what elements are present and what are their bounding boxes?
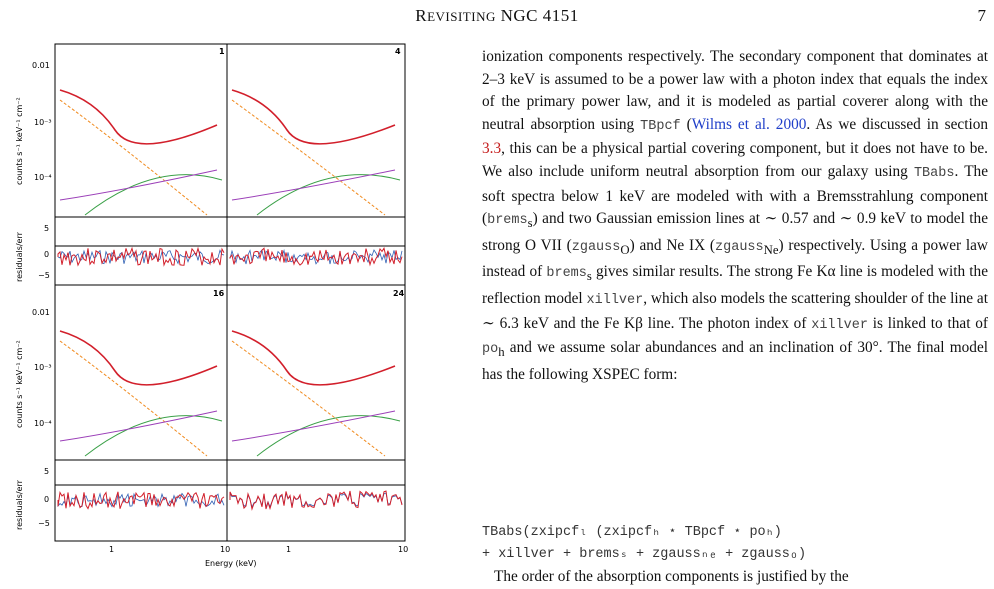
xtick-10-right: 10 [398, 545, 408, 554]
green-component [84, 415, 223, 457]
panel-4-spectrum [226, 43, 406, 247]
residuals [57, 246, 225, 267]
purple-component [231, 410, 396, 442]
rtick-bot-m5: −5 [38, 519, 50, 528]
data-spectrum [231, 330, 396, 386]
purple-component [59, 169, 218, 201]
panel-label-4: 4 [395, 47, 401, 56]
rtick-top-m5: −5 [38, 271, 50, 280]
ytick-top-1e3: 10⁻³ [34, 118, 52, 127]
ytick-bot-1e3: 10⁻³ [34, 363, 52, 372]
residuals [229, 247, 403, 267]
xtick-10-left: 10 [220, 545, 230, 554]
residual-band [229, 248, 403, 265]
rtick-top-5: 5 [44, 224, 49, 233]
panel-frames [54, 43, 406, 542]
ytick-top-001: 0.01 [32, 61, 50, 70]
panel-label-16: 16 [213, 289, 225, 298]
spectra-figure: 1 4 16 24 0.01 10⁻³ 10⁻⁴ 0.01 10⁻³ 10⁻⁴ … [15, 43, 408, 568]
text-column: ionization components respectively. The … [482, 46, 988, 387]
panel-1-spectrum [54, 43, 228, 247]
rtick-bot-5: 5 [44, 467, 49, 476]
xtick-1-left: 1 [109, 545, 114, 554]
orange-component [231, 99, 386, 216]
panel-4-residual [226, 216, 406, 286]
rtick-top-0: 0 [44, 250, 49, 259]
equation-line-2: + xillver + bremsₛ + zgaussₙₑ + zgaussₒ) [482, 547, 807, 562]
residual-band [57, 492, 225, 508]
orange-component [59, 99, 208, 216]
panel-label-24: 24 [393, 289, 405, 298]
data-spectrum [59, 330, 218, 386]
next-paragraph: The order of the absorption components i… [494, 568, 849, 585]
ytick-top-1e4: 10⁻⁴ [34, 173, 52, 182]
data-spectrum [231, 89, 396, 145]
body-paragraph: ionization components respectively. The … [482, 48, 989, 383]
panel-24-spectrum [226, 284, 406, 486]
residuals [57, 490, 225, 510]
x-axis-label: Energy (keV) [205, 559, 257, 568]
residuals [229, 490, 403, 511]
panel-label-1: 1 [219, 47, 225, 56]
panel-24-residual [226, 459, 406, 542]
model-curves [57, 89, 403, 511]
header-title: REVISITING NGC 4151 [415, 6, 579, 25]
data-spectrum [59, 89, 218, 145]
purple-component [231, 169, 396, 201]
section-link[interactable]: 3.3 [482, 140, 502, 158]
citation-link[interactable]: Wilms et al. 2000 [691, 115, 807, 133]
resid-axis-label-bottom: residuals/err [15, 479, 24, 530]
ytick-bot-001: 0.01 [32, 308, 50, 317]
purple-component [59, 410, 218, 442]
green-component [84, 174, 223, 216]
y-axis-label-bottom: counts s⁻¹ keV⁻¹ cm⁻² [15, 340, 24, 428]
page-number: 7 [977, 6, 987, 25]
orange-component [59, 340, 208, 457]
green-component [256, 415, 401, 457]
y-axis-label-top: counts s⁻¹ keV⁻¹ cm⁻² [15, 97, 24, 185]
green-component [256, 174, 401, 216]
equation-line-1: TBabs(zxipcfₗ (zxipcfₕ ⋆ TBpcf ⋆ poₕ) [482, 525, 782, 540]
orange-component [231, 340, 386, 457]
xtick-1-right: 1 [286, 545, 291, 554]
residual-band [57, 249, 225, 265]
ytick-bot-1e4: 10⁻⁴ [34, 419, 52, 428]
resid-axis-label-top: residuals/err [15, 231, 24, 282]
panel-1-residual [54, 216, 228, 286]
rtick-bot-0: 0 [44, 495, 49, 504]
